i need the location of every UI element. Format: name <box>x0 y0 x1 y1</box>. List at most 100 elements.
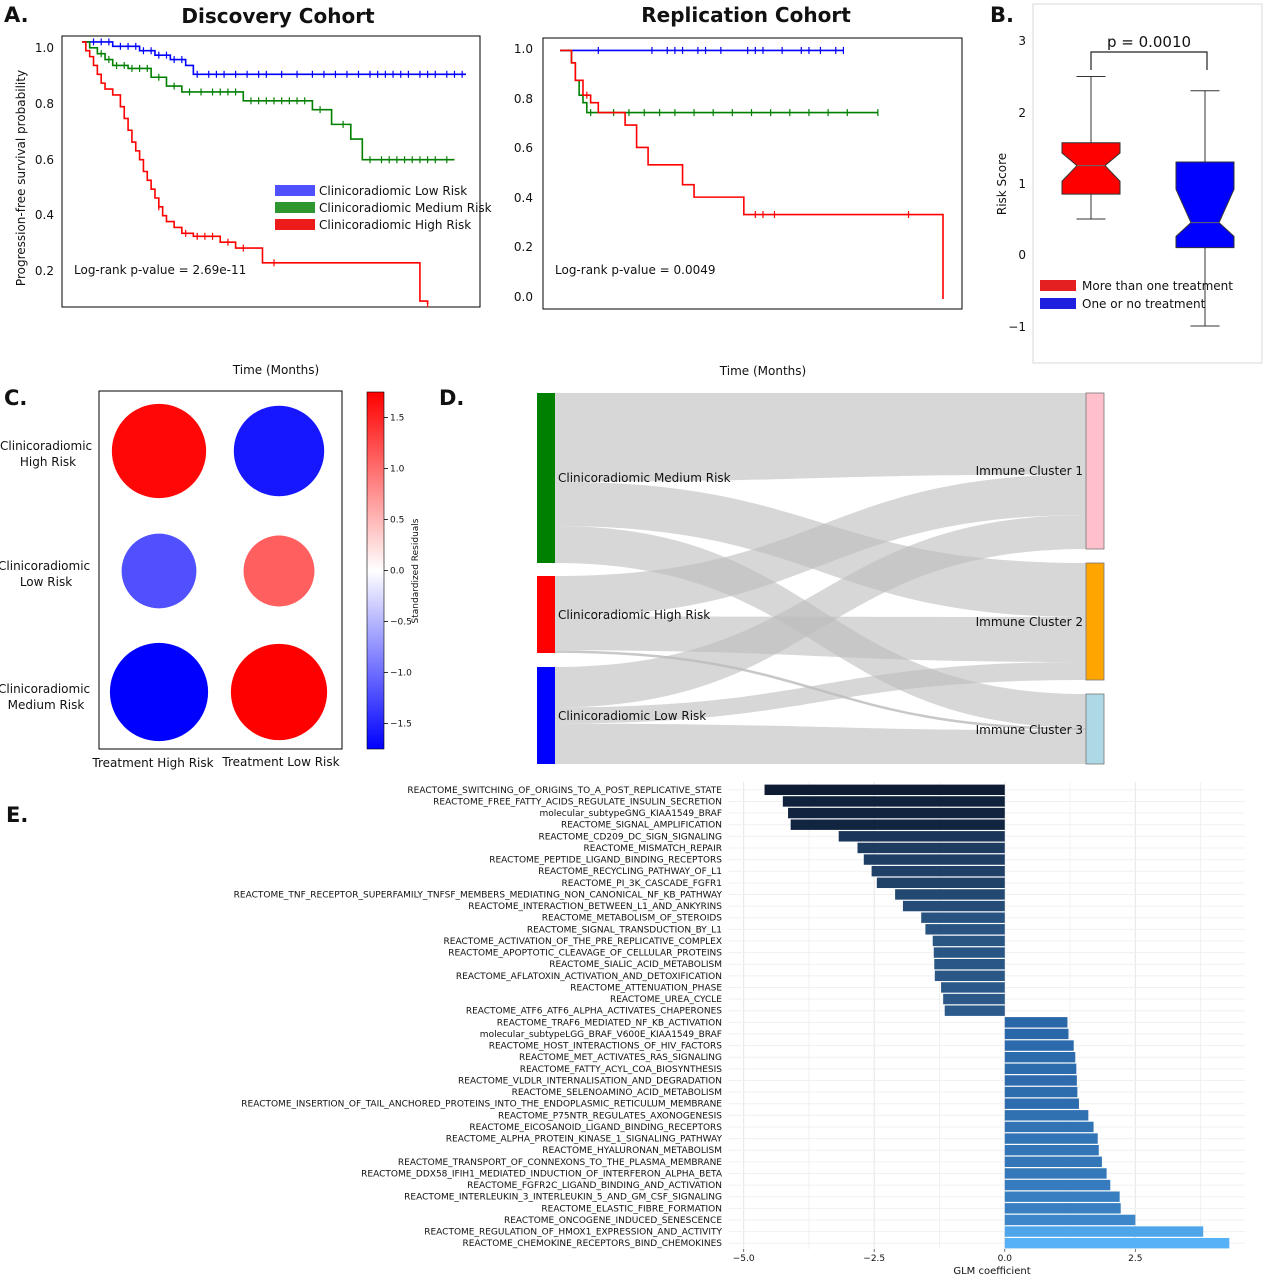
riskscore-ytick: 2 <box>1018 106 1026 120</box>
legend-label-low: Clinicoradiomic Low Risk <box>319 184 467 198</box>
sankey-flow <box>555 616 1086 662</box>
sankey-target-label: Immune Cluster 3 <box>976 723 1083 737</box>
glm-category-label: REACTOME_TNF_RECEPTOR_SUPERFAMILY_TNFSF_… <box>234 890 723 900</box>
legend-swatch-high <box>275 219 315 230</box>
glm-bar <box>1004 1203 1121 1214</box>
colorbar-tick-label: −1.5 <box>390 720 412 730</box>
glm-bar <box>1004 1098 1079 1109</box>
glm-category-label: REACTOME_CD209_DC_SIGN_SIGNALING <box>538 832 722 842</box>
row-label-line: Clinicoradiomic <box>0 559 90 573</box>
discovery-plot-frame <box>61 35 481 308</box>
glm-category-label: molecular_subtypeLGG_BRAF_V600E_KIAA1549… <box>480 1030 722 1040</box>
riskscore-ytick: −1 <box>1008 320 1026 334</box>
glm-category-label: REACTOME_INTERLEUKIN_3_INTERLEUKIN_5_AND… <box>404 1193 722 1203</box>
panel-letter-c: C. <box>4 386 27 410</box>
colorbar <box>366 391 385 750</box>
discovery-ylabel: Progression-free survival probability <box>14 70 28 286</box>
residual-bubble <box>233 405 325 497</box>
residual-bubble <box>121 533 197 609</box>
glm-bar <box>921 912 1005 923</box>
glm-bar <box>1004 1144 1099 1156</box>
panel-letter-d: D. <box>439 386 464 410</box>
discovery-ytick: 0.8 <box>35 97 54 111</box>
row-label-medium: Clinicoradiomic Medium Risk <box>0 682 94 712</box>
discovery-ytick: 1.0 <box>35 41 54 55</box>
replication-ytick: 0.2 <box>514 240 533 254</box>
glm-bar <box>1004 1226 1204 1237</box>
colorbar-tick-label: 0.0 <box>390 567 405 577</box>
panel-a-replication: Replication Cohort 1.0 0.8 0.6 0.4 0.2 0… <box>514 3 963 378</box>
replication-ytick: 0.0 <box>514 290 533 304</box>
legend-label-high: Clinicoradiomic High Risk <box>319 218 471 232</box>
colorbar-ticks: 1.5 1.0 0.5 0.0 −0.5 −1.0 −1.5 <box>384 414 412 730</box>
glm-bars: REACTOME_SWITCHING_OF_ORIGINS_TO_A_POST_… <box>234 782 1245 1264</box>
panel-b-legend: More than one treatment One or no treatm… <box>1040 279 1233 311</box>
discovery-legend: Clinicoradiomic Low Risk Clinicoradiomic… <box>275 184 492 232</box>
glm-category-label: REACTOME_SIALIC_ACID_METABOLISM <box>549 960 722 970</box>
low-risk-curve <box>82 41 466 76</box>
glm-category-label: REACTOME_SWITCHING_OF_ORIGINS_TO_A_POST_… <box>407 786 722 796</box>
glm-bar <box>857 842 1005 854</box>
glm-bar <box>1004 1051 1076 1063</box>
box-more-treatment <box>1061 142 1121 195</box>
sankey-target-node <box>1085 392 1105 550</box>
replication-logrank: Log-rank p-value = 0.0049 <box>555 263 716 277</box>
colorbar-label: Standardized Residuals <box>411 518 421 623</box>
medium-risk-curve <box>82 41 455 161</box>
riskscore-ytick: 1 <box>1018 177 1026 191</box>
discovery-curves <box>82 38 466 308</box>
glm-bar <box>1004 1121 1094 1133</box>
replication-plot-frame <box>542 37 963 310</box>
colorbar-tick-label: 1.5 <box>390 414 404 424</box>
risk-score-ylabel: Risk Score <box>995 153 1009 215</box>
row-label-line: Medium Risk <box>8 698 85 712</box>
glm-bar <box>1004 1237 1230 1249</box>
replication-curves <box>560 46 944 300</box>
glm-category-label: REACTOME_PI_3K_CASCADE_FGFR1 <box>562 879 722 889</box>
residual-bubble <box>111 403 207 499</box>
sankey-source-label: Clinicoradiomic High Risk <box>558 608 710 622</box>
glm-category-label: REACTOME_HYALURONAN_METABOLISM <box>542 1146 722 1156</box>
row-label-line: Clinicoradiomic <box>0 682 90 696</box>
row-labels: Clinicoradiomic High Risk Clinicoradiomi… <box>0 439 94 712</box>
glm-xlabel: GLM coefficient <box>953 1266 1030 1277</box>
glm-category-label: REACTOME_UREA_CYCLE <box>610 995 722 1005</box>
row-label-line: High Risk <box>20 455 76 469</box>
glm-bar <box>1004 1156 1102 1168</box>
sankey-source-node <box>537 576 555 653</box>
sankey-flow <box>555 393 1086 482</box>
row-label-low: Clinicoradiomic Low Risk <box>0 559 94 589</box>
row-label-line: Clinicoradiomic <box>0 439 92 453</box>
glm-bar <box>902 900 1005 912</box>
column-label-high: Treatment High Risk <box>91 756 213 770</box>
column-label-low: Treatment Low Risk <box>221 755 339 769</box>
glm-bar <box>1004 1168 1107 1179</box>
glm-bar <box>932 935 1005 947</box>
discovery-yticks: 1.0 0.8 0.6 0.4 0.2 <box>35 41 54 278</box>
sankey-target-label: Immune Cluster 2 <box>976 615 1083 629</box>
glm-bar <box>1004 1017 1068 1028</box>
panel-e: E. REACTOME_SWITCHING_OF_ORIGINS_TO_A_PO… <box>6 782 1245 1277</box>
glm-bar <box>1004 1075 1077 1086</box>
glm-category-label: REACTOME_SELENOAMINO_ACID_METABOLISM <box>512 1088 722 1098</box>
glm-category-label: REACTOME_SIGNAL_AMPLIFICATION <box>561 821 722 831</box>
glm-bar <box>863 854 1005 865</box>
glm-category-label: REACTOME_CHEMOKINE_RECEPTORS_BIND_CHEMOK… <box>463 1239 723 1249</box>
sankey-source-node <box>537 393 555 563</box>
residual-bubble <box>230 643 328 741</box>
glm-bar <box>933 947 1005 958</box>
colorbar-tick-label: 1.0 <box>390 465 405 475</box>
panel-letter-a: A. <box>4 3 29 27</box>
sankey-flow <box>555 723 1086 764</box>
glm-category-label: REACTOME_TRAF6_MEDIATED_NF_KB_ACTIVATION <box>497 1018 722 1028</box>
glm-bar <box>925 924 1005 935</box>
legend-swatch-one <box>1040 298 1076 309</box>
sankey-flow <box>555 662 1086 724</box>
sankey-flow <box>555 515 1086 708</box>
glm-category-label: REACTOME_HOST_INTERACTIONS_OF_HIV_FACTOR… <box>489 1042 723 1052</box>
glm-category-label: REACTOME_MISMATCH_REPAIR <box>584 844 723 854</box>
high-risk-curve <box>560 49 944 300</box>
glm-bar <box>1004 1086 1078 1098</box>
legend-swatch-medium <box>275 202 315 213</box>
glm-bar <box>1004 1040 1074 1051</box>
